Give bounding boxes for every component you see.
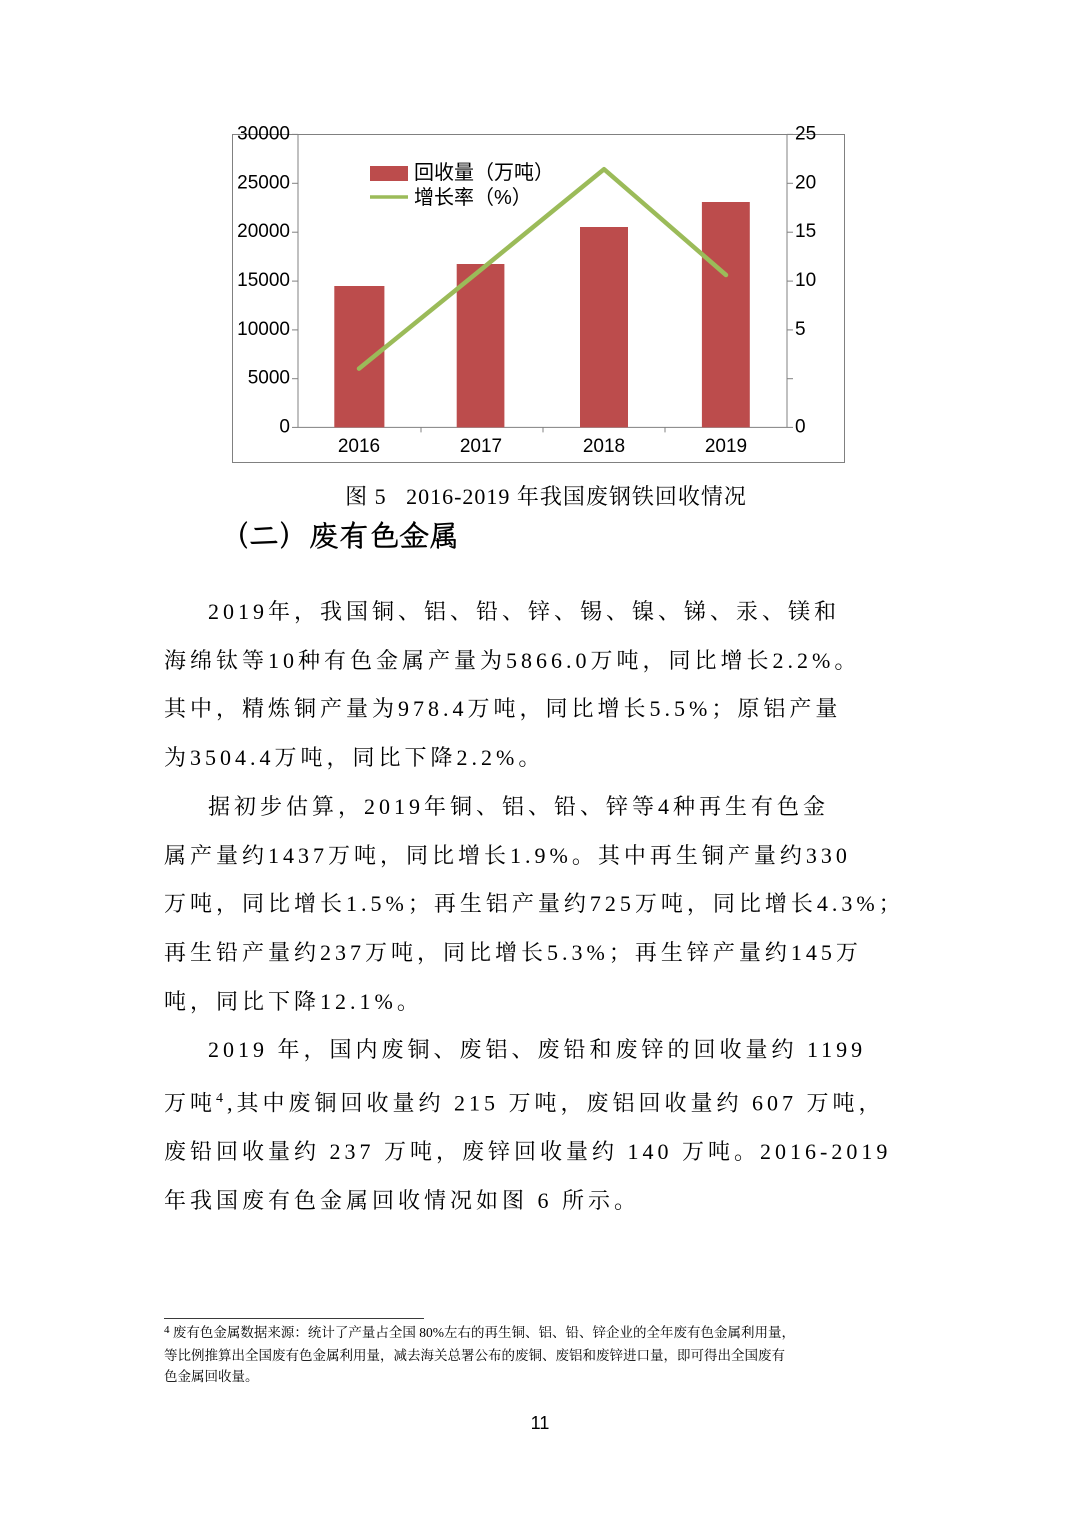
svg-text:20000: 20000 — [237, 221, 290, 242]
svg-text:5: 5 — [795, 319, 806, 340]
svg-text:5000: 5000 — [248, 368, 290, 389]
svg-text:2017: 2017 — [460, 436, 502, 457]
svg-text:2019: 2019 — [705, 436, 747, 457]
svg-text:30000: 30000 — [237, 123, 290, 144]
svg-text:15000: 15000 — [237, 270, 290, 291]
svg-text:2018: 2018 — [583, 436, 625, 457]
svg-text:0: 0 — [795, 416, 806, 437]
svg-text:25000: 25000 — [237, 172, 290, 193]
svg-text:回收量（万吨）: 回收量（万吨） — [414, 161, 554, 184]
svg-text:增长率（%）: 增长率（%） — [414, 186, 532, 209]
svg-text:20: 20 — [795, 172, 816, 193]
svg-text:10000: 10000 — [237, 319, 290, 340]
svg-text:0: 0 — [279, 416, 290, 437]
svg-text:10: 10 — [795, 270, 816, 291]
svg-text:15: 15 — [795, 221, 816, 242]
svg-text:25: 25 — [795, 123, 816, 144]
svg-text:2016: 2016 — [338, 436, 380, 457]
